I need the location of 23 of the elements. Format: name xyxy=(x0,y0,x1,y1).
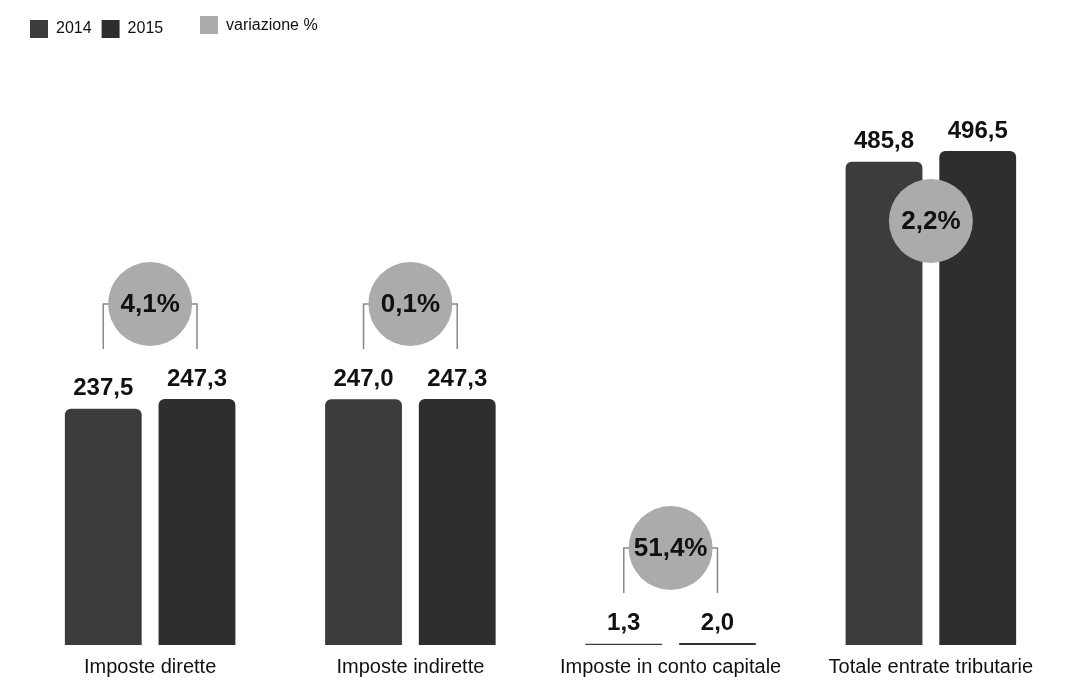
bar xyxy=(418,398,496,645)
x-tick-label: Totale entrate tributarie xyxy=(828,654,1034,677)
data-label: 2,0 xyxy=(700,607,735,635)
legend-label: 2015 xyxy=(127,19,164,37)
bar xyxy=(325,399,402,645)
data-label: 485,8 xyxy=(854,126,915,154)
data-label: 247,3 xyxy=(166,363,227,391)
annotation: 2,2% xyxy=(901,205,961,236)
data-label: 237,5 xyxy=(73,373,134,401)
annotation: 0,1% xyxy=(380,288,441,319)
annotation: 4,1% xyxy=(120,288,180,319)
text: variazione % xyxy=(226,16,318,34)
data-label: 496,5 xyxy=(947,115,1008,143)
bar xyxy=(158,398,236,645)
data-label: 247,3 xyxy=(427,363,488,391)
x-tick-label: Imposte indirette xyxy=(336,654,485,677)
annotation: 51,4% xyxy=(633,532,708,563)
x-tick-label: Imposte in conto capitale xyxy=(560,654,782,677)
x-tick-label: Imposte dirette xyxy=(83,654,217,677)
data-label: 247,0 xyxy=(333,363,394,391)
data-label: 1,3 xyxy=(607,608,641,636)
legend-label: 2014 xyxy=(56,19,92,37)
bar xyxy=(64,408,142,645)
